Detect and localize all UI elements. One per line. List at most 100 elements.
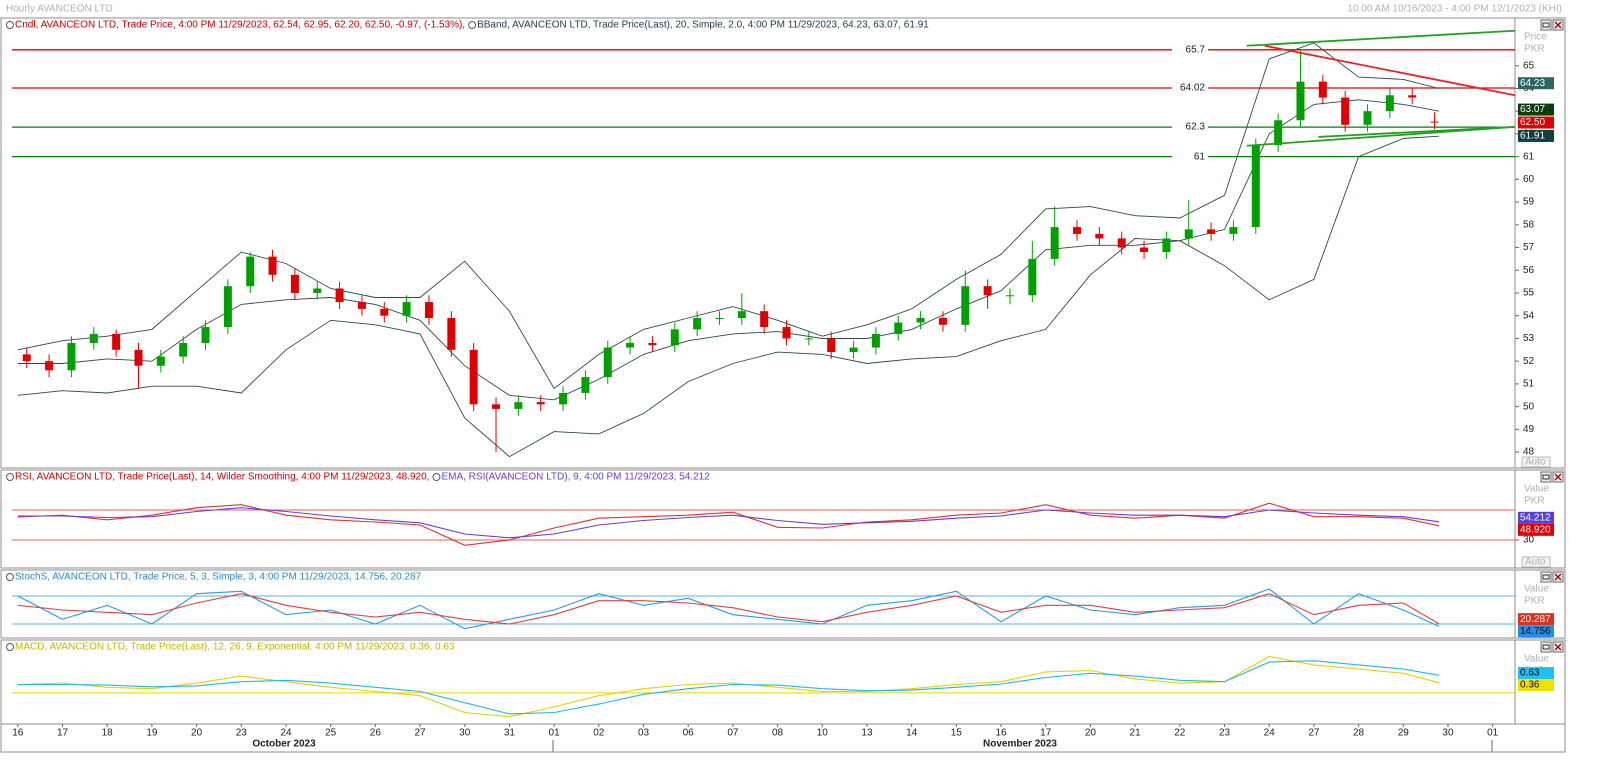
line-label-bg (1172, 121, 1208, 134)
candle-body (1073, 227, 1082, 234)
auto-box (1521, 456, 1551, 468)
series-line (17, 655, 1440, 718)
y-tick-label: 54 (1523, 310, 1535, 321)
panel-frame (0, 17, 1566, 469)
restore-icon (1542, 474, 1550, 480)
candle-body (1363, 111, 1372, 125)
chart-title: Hourly AVANCEON LTD (6, 4, 113, 15)
trend-line (1318, 125, 1515, 138)
last-value-label: 64.23 (1520, 78, 1545, 89)
candle-body (1028, 258, 1037, 296)
y-tick-label: 48 (1523, 447, 1535, 458)
axis-label: PKR (1524, 596, 1545, 607)
candle-body (827, 338, 836, 353)
close-icon (1554, 573, 1562, 581)
y-tick-label: 51 (1523, 379, 1535, 390)
candle-body (45, 361, 54, 371)
candle-body (1095, 233, 1104, 239)
line-label-bg (1172, 150, 1208, 163)
x-tick-label: 27 (414, 728, 426, 739)
last-value-label: 0.63 (1520, 668, 1540, 679)
candle-body (916, 318, 925, 323)
y-tick-label: 52 (1523, 356, 1535, 367)
last-value-label: 48.920 (1520, 524, 1551, 535)
last-value-label: 54.212 (1520, 512, 1551, 523)
series-line (17, 593, 1440, 625)
x-tick-label: 28 (1353, 728, 1365, 739)
candle-body (559, 393, 568, 405)
candle-body (246, 256, 255, 287)
x-tick-label: 10 (817, 728, 829, 739)
legend-icon (6, 643, 14, 651)
axis-label: PKR (1524, 496, 1545, 507)
x-tick-label: 13 (861, 728, 873, 739)
x-tick-label: 30 (459, 728, 471, 739)
candle-body (67, 343, 76, 371)
legend-icon (6, 573, 14, 581)
line-label: 61 (1194, 151, 1206, 162)
panel-button (1540, 641, 1552, 653)
panel-frame (0, 469, 1566, 569)
candle-body (849, 347, 858, 353)
x-tick-label: 23 (236, 728, 248, 739)
candle-body (648, 343, 657, 346)
auto-label: Auto (1525, 457, 1546, 468)
series-line (17, 507, 1440, 539)
x-tick-label: 08 (772, 728, 784, 739)
last-value-box (1518, 129, 1554, 142)
y-tick-label: 50 (1523, 401, 1535, 412)
legend-icon (468, 21, 477, 29)
last-value-box (1518, 511, 1554, 524)
y-tick-label: 53 (1523, 333, 1535, 344)
y-tick-label: 61 (1523, 151, 1535, 162)
candle-body (156, 356, 165, 366)
candle-body (938, 318, 947, 325)
month-label: October 2023 (252, 739, 316, 750)
close-icon (1554, 21, 1562, 29)
y-tick-label: 55 (1523, 288, 1535, 299)
series-line (17, 502, 1440, 546)
candle-body (1251, 145, 1260, 228)
candle-body (1162, 238, 1171, 253)
axis-label: Value (1524, 484, 1549, 495)
candle-body (290, 274, 299, 293)
candle-body (894, 322, 903, 334)
y-tick-label: 65 (1523, 60, 1535, 71)
x-tick-label: 16 (995, 728, 1007, 739)
x-tick-label: 01 (1487, 728, 1499, 739)
x-tick-label: 24 (1264, 728, 1276, 739)
trend-line (1264, 44, 1515, 97)
legend-text: RSI, AVANCEON LTD, Trade Price(Last), 14… (15, 472, 429, 483)
x-tick-label: 24 (280, 728, 292, 739)
x-tick-label: 02 (593, 728, 605, 739)
line-label: 62.3 (1186, 122, 1206, 133)
last-value-box (1518, 116, 1554, 129)
x-tick-label: 14 (906, 728, 918, 739)
y-tick-label: 57 (1523, 242, 1535, 253)
x-tick-label: 30 (1442, 728, 1454, 739)
candle-body (1140, 247, 1149, 253)
x-tick-label: 23 (1219, 728, 1231, 739)
last-value-box (1518, 77, 1554, 90)
legend-text: EMA, RSI(AVANCEON LTD), 9, 4:00 PM 11/29… (441, 472, 710, 483)
candle-body (89, 333, 98, 343)
candle-body (424, 302, 433, 318)
candle-body (313, 288, 322, 293)
candle-body (536, 402, 545, 405)
last-value-label: 61.91 (1520, 131, 1545, 142)
last-value-label: 0.36 (1520, 680, 1540, 691)
legend-icon (432, 473, 441, 481)
panel-button (1540, 471, 1552, 483)
candle-body (1385, 95, 1394, 112)
candle-body (983, 286, 992, 296)
legend-icon (6, 21, 14, 29)
candle-body (1005, 295, 1014, 297)
month-label: November 2023 (983, 739, 1057, 750)
candle-body (134, 349, 143, 366)
legend-text: MACD, AVANCEON LTD, Trade Price(Last), 1… (15, 642, 455, 653)
candle-body (402, 302, 411, 316)
last-value-box (1518, 667, 1554, 680)
x-tick-label: 27 (1308, 728, 1320, 739)
